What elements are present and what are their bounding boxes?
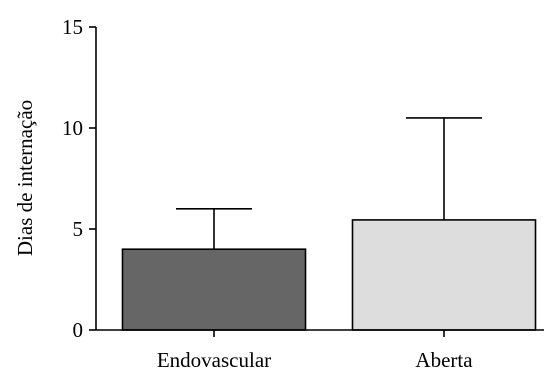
bar-aberta <box>351 219 537 331</box>
axes-layer <box>89 26 544 337</box>
error-bars-layer <box>176 117 482 250</box>
y-tick-label-10: 10 <box>62 116 83 140</box>
y-tick-label-0: 0 <box>73 318 84 342</box>
y-tick-label-5: 5 <box>73 217 84 241</box>
bars-layer <box>121 219 537 331</box>
y-tick-label-15: 15 <box>62 15 83 39</box>
y-axis-title: Dias de internação <box>13 100 37 256</box>
labels-layer: 0 5 10 15 Endovascular Aberta <box>62 15 473 372</box>
x-tick-label-aberta: Aberta <box>415 348 473 372</box>
bar-endovascular <box>121 248 307 331</box>
x-tick-label-endovascular: Endovascular <box>157 348 271 372</box>
